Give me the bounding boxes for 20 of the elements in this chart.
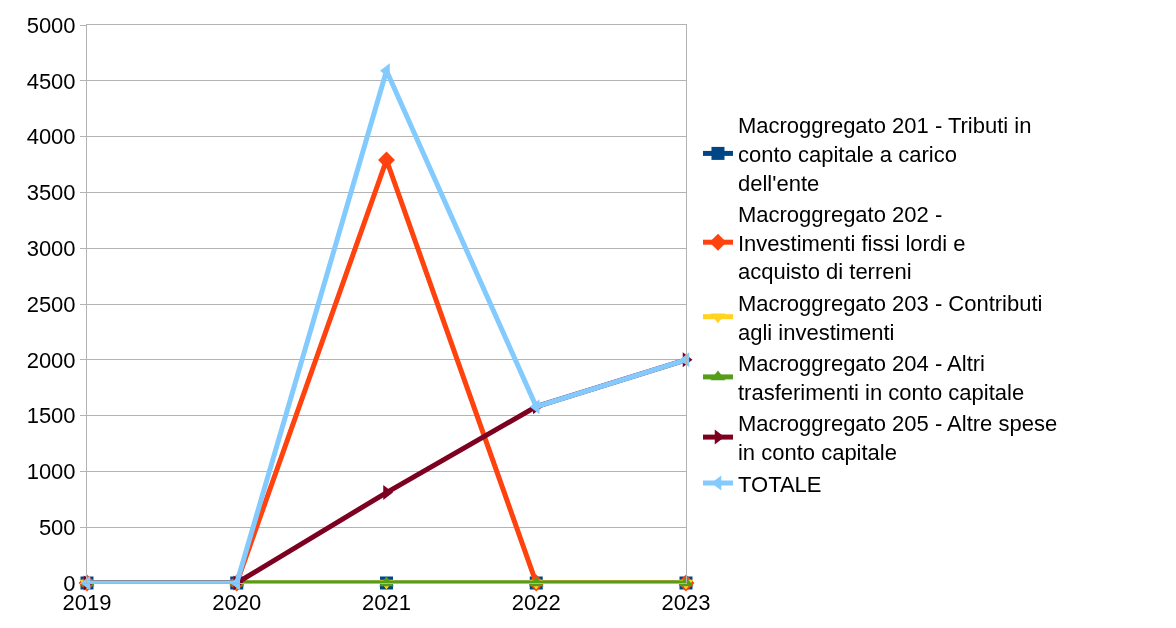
x-tick-label: 2021 [362, 590, 411, 616]
legend-label: Macroggregato 203 - Contributi agli investimenti [737, 290, 1043, 345]
y-tick-label: 2000 [26, 347, 76, 373]
y-tick-label: 1000 [26, 459, 76, 485]
y-tick-label: 1500 [26, 403, 76, 429]
y-tick-label: 500 [38, 514, 76, 540]
y-tick-label: 5000 [26, 12, 76, 38]
legend-label: Macroggregato 202 - Investimenti fissi lordi e acquisto di terreni [737, 202, 966, 285]
x-tick-label: 2020 [212, 590, 262, 616]
legend-label: TOTALE [737, 471, 822, 497]
x-tick-label: 2022 [511, 590, 561, 616]
y-tick-label: 3500 [26, 180, 76, 206]
legend-label: Macroggregato 204 - Altri trasferimenti in conto capitale [737, 351, 1025, 405]
legend-label: Macroggregato 201 - Tributi in conto capitale a carico dell'ente [737, 113, 1032, 196]
y-tick-label: 3000 [26, 235, 76, 261]
x-tick-label: 2023 [661, 590, 711, 616]
y-tick-label: 4500 [26, 68, 76, 94]
y-tick-label: 2500 [26, 291, 76, 317]
y-tick-label: 4000 [26, 124, 76, 150]
legend-label: Macroggregato 205 - Altre spese in conto capitale [737, 411, 1058, 465]
